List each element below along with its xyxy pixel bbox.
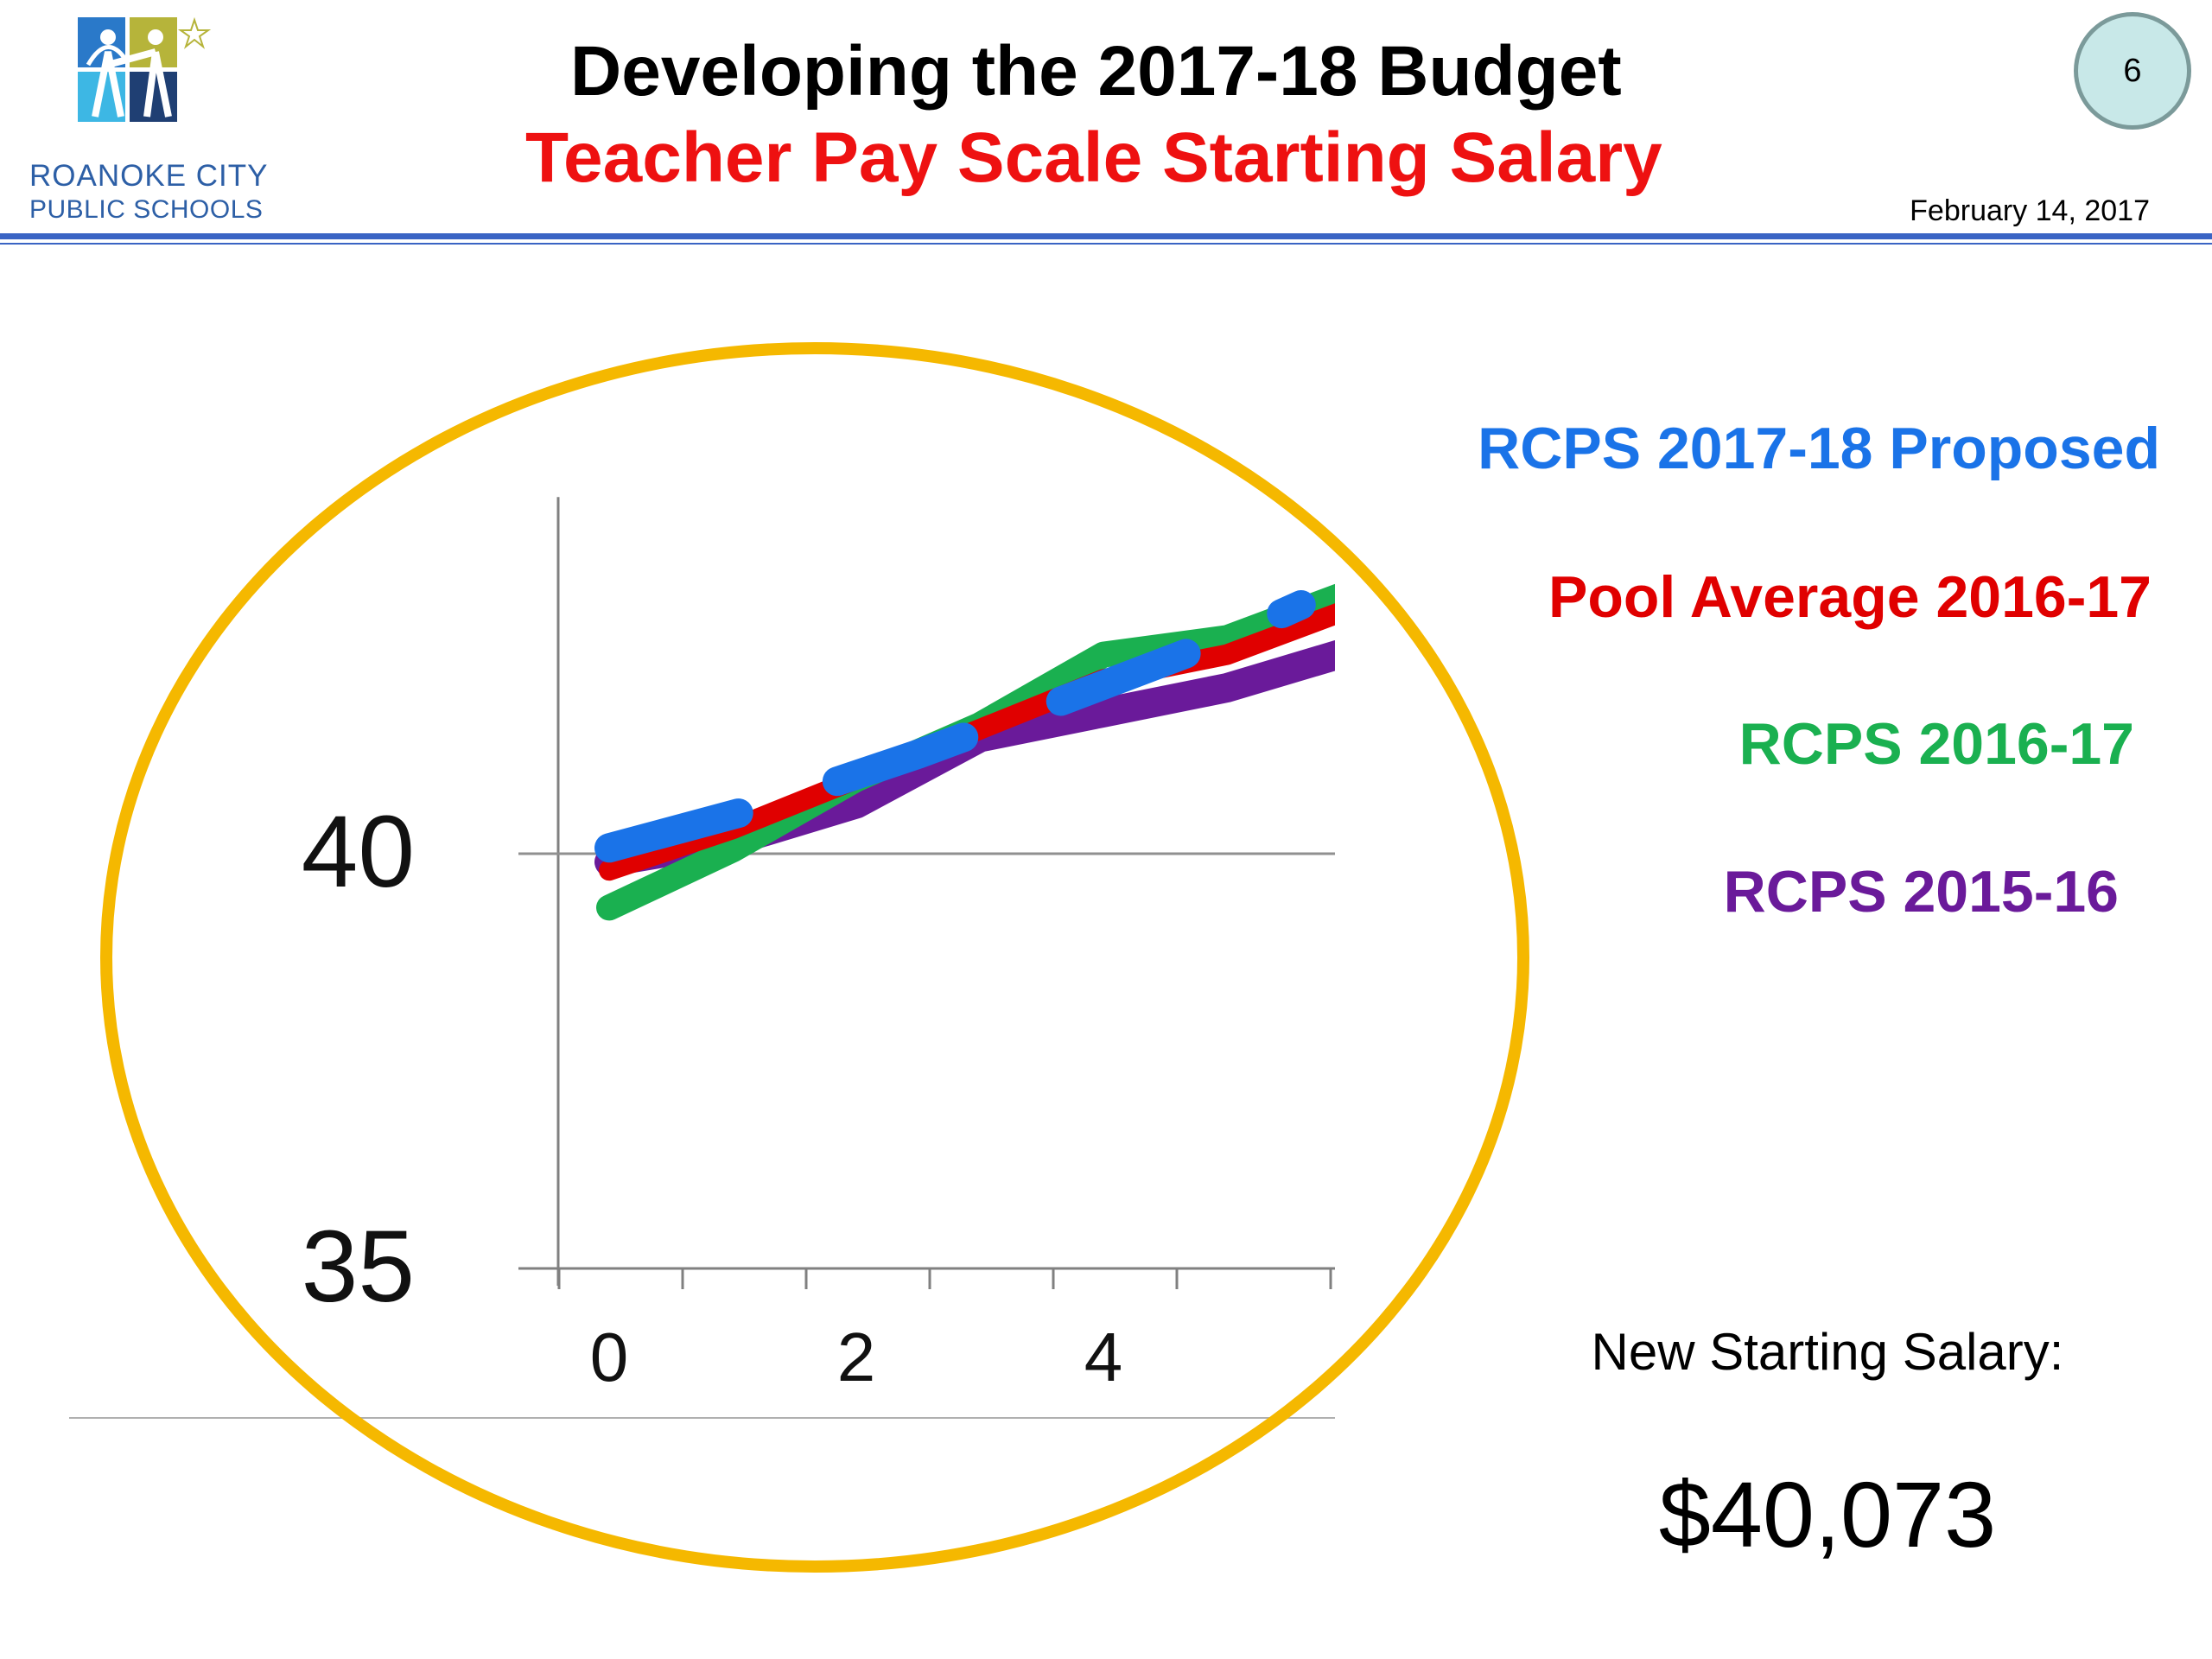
x-tick-label: 0 xyxy=(590,1319,629,1395)
highlight-circle xyxy=(100,342,1529,1573)
header-rule-thin xyxy=(0,243,2212,245)
header-rule xyxy=(0,233,2212,239)
y-tick-label: 35 xyxy=(302,1210,415,1324)
chart-axes: 35 40 0 2 4 xyxy=(69,497,1335,1419)
series-line-rcps-2017-18-proposed xyxy=(594,590,1316,863)
x-tick-label: 4 xyxy=(1084,1319,1123,1395)
slide-title: Developing the 2017-18 Budget xyxy=(570,32,1622,111)
slide-date: February 14, 2017 xyxy=(1910,194,2150,227)
legend-item-rcps-2016-17: RCPS 2016-17 xyxy=(1738,711,2134,777)
new-starting-salary-value: $40,073 xyxy=(1658,1462,1997,1567)
logo-text-line2: PUBLIC SCHOOLS xyxy=(29,195,264,224)
logo xyxy=(26,13,259,229)
legend-item-rcps-2017-18-proposed: RCPS 2017-18 Proposed xyxy=(1478,416,2160,481)
legend-item-rcps-2015-16: RCPS 2015-16 xyxy=(1723,859,2119,925)
logo-text-line1: ROANOKE CITY xyxy=(29,159,269,193)
x-tick-label: 2 xyxy=(837,1319,876,1395)
page-number-badge: 6 xyxy=(2074,12,2191,130)
logo-mark-icon xyxy=(78,16,212,122)
chart-series xyxy=(594,583,1335,921)
y-tick-label: 40 xyxy=(302,795,415,909)
legend-item-pool-average-2016-17: Pool Average 2016-17 xyxy=(1548,564,2152,630)
new-starting-salary-label: New Starting Salary: xyxy=(1591,1323,2064,1381)
slide-subtitle: Teacher Pay Scale Starting Salary xyxy=(525,118,1662,197)
